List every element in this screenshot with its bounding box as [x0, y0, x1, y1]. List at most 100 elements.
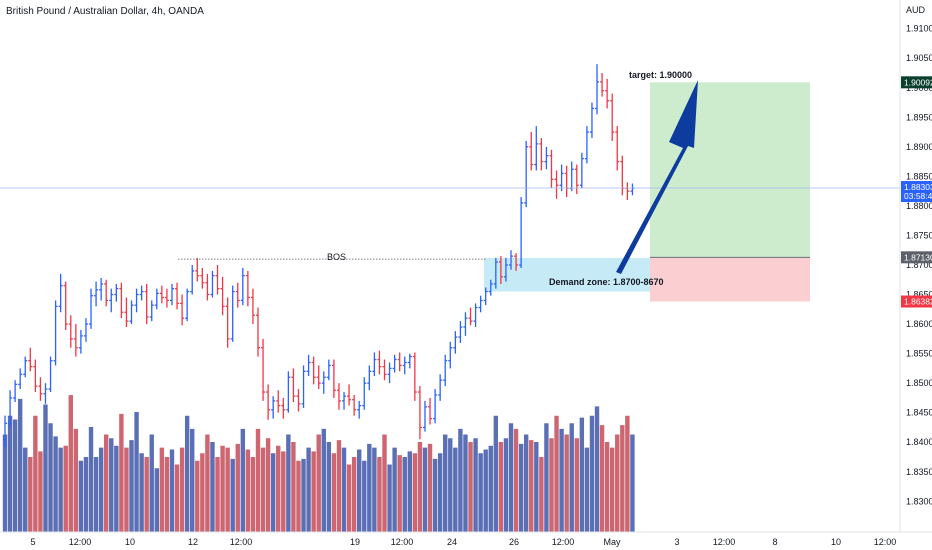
volume-bar [38, 451, 43, 532]
candle [250, 288, 255, 325]
candle [311, 356, 316, 385]
target-arrow[interactable] [616, 80, 698, 274]
volume-bar [270, 453, 276, 532]
volume-bar [109, 438, 114, 532]
volume-bar [372, 447, 377, 532]
candle [362, 377, 367, 410]
candle [605, 78, 610, 109]
volume-bar [220, 445, 225, 532]
volume-bar [382, 434, 387, 532]
candle [215, 265, 220, 295]
candle [78, 329, 83, 354]
candle [417, 386, 422, 440]
volume-bar [281, 451, 286, 532]
candle [382, 359, 387, 381]
volume-bar [412, 453, 418, 532]
candle [33, 359, 38, 393]
candle [453, 331, 458, 354]
volume-bar [255, 428, 261, 532]
candle [99, 277, 104, 301]
volume-bar [549, 438, 554, 532]
volume-bar [93, 457, 99, 532]
candle [48, 356, 53, 393]
time-tick: May [603, 537, 621, 547]
time-tick: 19 [350, 537, 360, 547]
candle [625, 182, 630, 201]
candle [200, 267, 205, 289]
price-tick: 1.89500 [906, 112, 932, 122]
candle [3, 415, 7, 447]
candle [180, 294, 185, 326]
volume-bar [235, 443, 240, 532]
time-tick: 8 [772, 537, 777, 547]
volume-bar [589, 415, 595, 532]
volume-bar [346, 464, 352, 532]
volume-bar [604, 442, 610, 532]
volume-bar [579, 417, 585, 532]
loss-zone[interactable] [650, 257, 810, 302]
volume-bar [169, 449, 175, 532]
volume-bar [83, 457, 89, 532]
volume-bar [392, 447, 397, 532]
volume-bar [104, 434, 109, 532]
volume-bar [149, 434, 154, 532]
position-tool[interactable] [650, 82, 810, 302]
candle [584, 126, 589, 164]
volume-bar [443, 434, 448, 532]
candle [488, 279, 493, 296]
target-price-tag [901, 76, 932, 89]
volume-bar [174, 464, 180, 532]
candle [271, 396, 276, 419]
volume-bar [245, 449, 251, 532]
volume-bar [12, 419, 18, 532]
candle [185, 288, 190, 322]
price-tick: 1.84500 [906, 408, 932, 418]
candle [483, 287, 488, 306]
volume-bar [63, 445, 68, 532]
volume-bar [529, 440, 534, 532]
volume-bar [276, 445, 281, 532]
volume-bar [179, 447, 185, 532]
volume-bar [544, 423, 549, 532]
candle [422, 400, 427, 432]
countdown-label: 03:58:42 [904, 191, 932, 201]
candle [595, 64, 600, 115]
volume-bar [190, 428, 195, 532]
volume-bar [539, 457, 544, 532]
candle [620, 155, 625, 196]
candle [514, 253, 519, 271]
candle [615, 126, 620, 171]
volume-bar [210, 442, 215, 532]
volume-bar [195, 460, 200, 532]
candle [509, 250, 513, 270]
arrow-shape[interactable] [616, 80, 698, 274]
volume-bar [321, 428, 326, 532]
volume-bar [260, 447, 266, 532]
profit-zone[interactable] [650, 82, 810, 258]
volume-bar [129, 440, 134, 532]
candle [387, 362, 392, 384]
volume-bar [154, 468, 159, 532]
candle [68, 315, 73, 348]
time-tick: 12:00 [874, 537, 897, 547]
time-axis[interactable]: 5 12:00 10 12 12:00 19 12:00 24 26 12:00 May 3 12:00… [30, 537, 896, 547]
candle [159, 285, 164, 304]
candle [195, 257, 200, 282]
time-tick: 10 [831, 537, 841, 547]
time-tick: 26 [509, 537, 519, 547]
demand-zone-label: Demand zone: 1.8700-8670 [549, 277, 664, 287]
volume-bar [493, 415, 499, 532]
volume-bar [599, 425, 605, 532]
candle [220, 276, 225, 316]
volume-bar [265, 438, 271, 532]
volume-bar [432, 458, 438, 532]
candle [266, 384, 271, 420]
price-axis[interactable]: 1.83000 1.83500 1.84000 1.84500 1.85000 1.855… [906, 24, 932, 507]
candle [473, 303, 478, 328]
volume-bar [33, 415, 38, 532]
volume-bar [458, 428, 463, 532]
candle [574, 164, 579, 195]
volume-bar [336, 440, 342, 532]
